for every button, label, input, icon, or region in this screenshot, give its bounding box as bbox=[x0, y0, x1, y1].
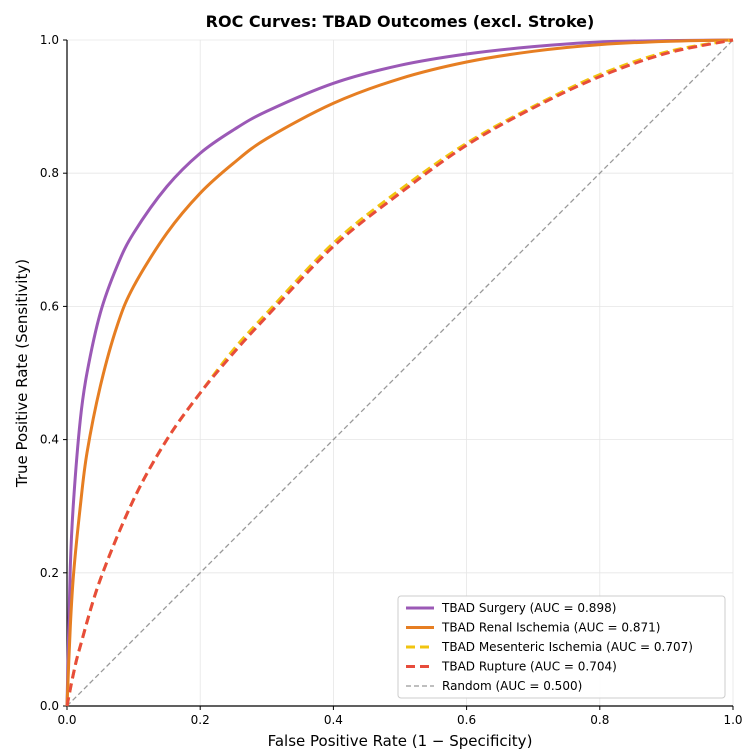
legend: TBAD Surgery (AUC = 0.898) TBAD Renal Isc… bbox=[397, 595, 726, 699]
x-tick-label: 0.2 bbox=[191, 713, 210, 727]
chart-title: ROC Curves: TBAD Outcomes (excl. Stroke) bbox=[206, 12, 595, 31]
legend-box bbox=[397, 595, 726, 699]
series-line-3 bbox=[65, 38, 734, 707]
tick-labels: 0.0 0.2 0.4 0.6 0.8 1.0 0.0 0.2 0.4 0.6 0.8 1.0 bbox=[40, 33, 743, 727]
series-line-2 bbox=[65, 38, 734, 707]
series-lines bbox=[65, 38, 734, 707]
x-axis-label: False Positive Rate (1 − Specificity) bbox=[268, 732, 533, 750]
x-tick-label: 1.0 bbox=[723, 713, 742, 727]
y-tick-label: 1.0 bbox=[40, 33, 59, 47]
x-tick-label: 0.6 bbox=[457, 713, 476, 727]
y-tick-label: 0.2 bbox=[40, 566, 59, 580]
y-axis-label: True Positive Rate (Sensitivity) bbox=[13, 259, 31, 488]
legend-label: Random (AUC = 0.500) bbox=[442, 679, 582, 693]
series-line-4 bbox=[66, 39, 734, 707]
legend-label: TBAD Renal Ischemia (AUC = 0.871) bbox=[441, 621, 660, 635]
legend-label: TBAD Rupture (AUC = 0.704) bbox=[441, 660, 617, 674]
y-tick-label: 0.8 bbox=[40, 166, 59, 180]
legend-label: TBAD Mesenteric Ischemia (AUC = 0.707) bbox=[441, 640, 693, 654]
x-tick-label: 0.0 bbox=[57, 713, 76, 727]
x-tick-label: 0.4 bbox=[324, 713, 343, 727]
y-tick-label: 0.6 bbox=[40, 299, 59, 313]
legend-label: TBAD Surgery (AUC = 0.898) bbox=[441, 601, 616, 615]
y-tick-label: 0.4 bbox=[40, 433, 59, 447]
x-tick-label: 0.8 bbox=[590, 713, 609, 727]
y-tick-label: 0.0 bbox=[40, 699, 59, 713]
axes bbox=[63, 39, 734, 710]
series-line-0 bbox=[65, 38, 734, 707]
series-line-1 bbox=[65, 38, 734, 707]
